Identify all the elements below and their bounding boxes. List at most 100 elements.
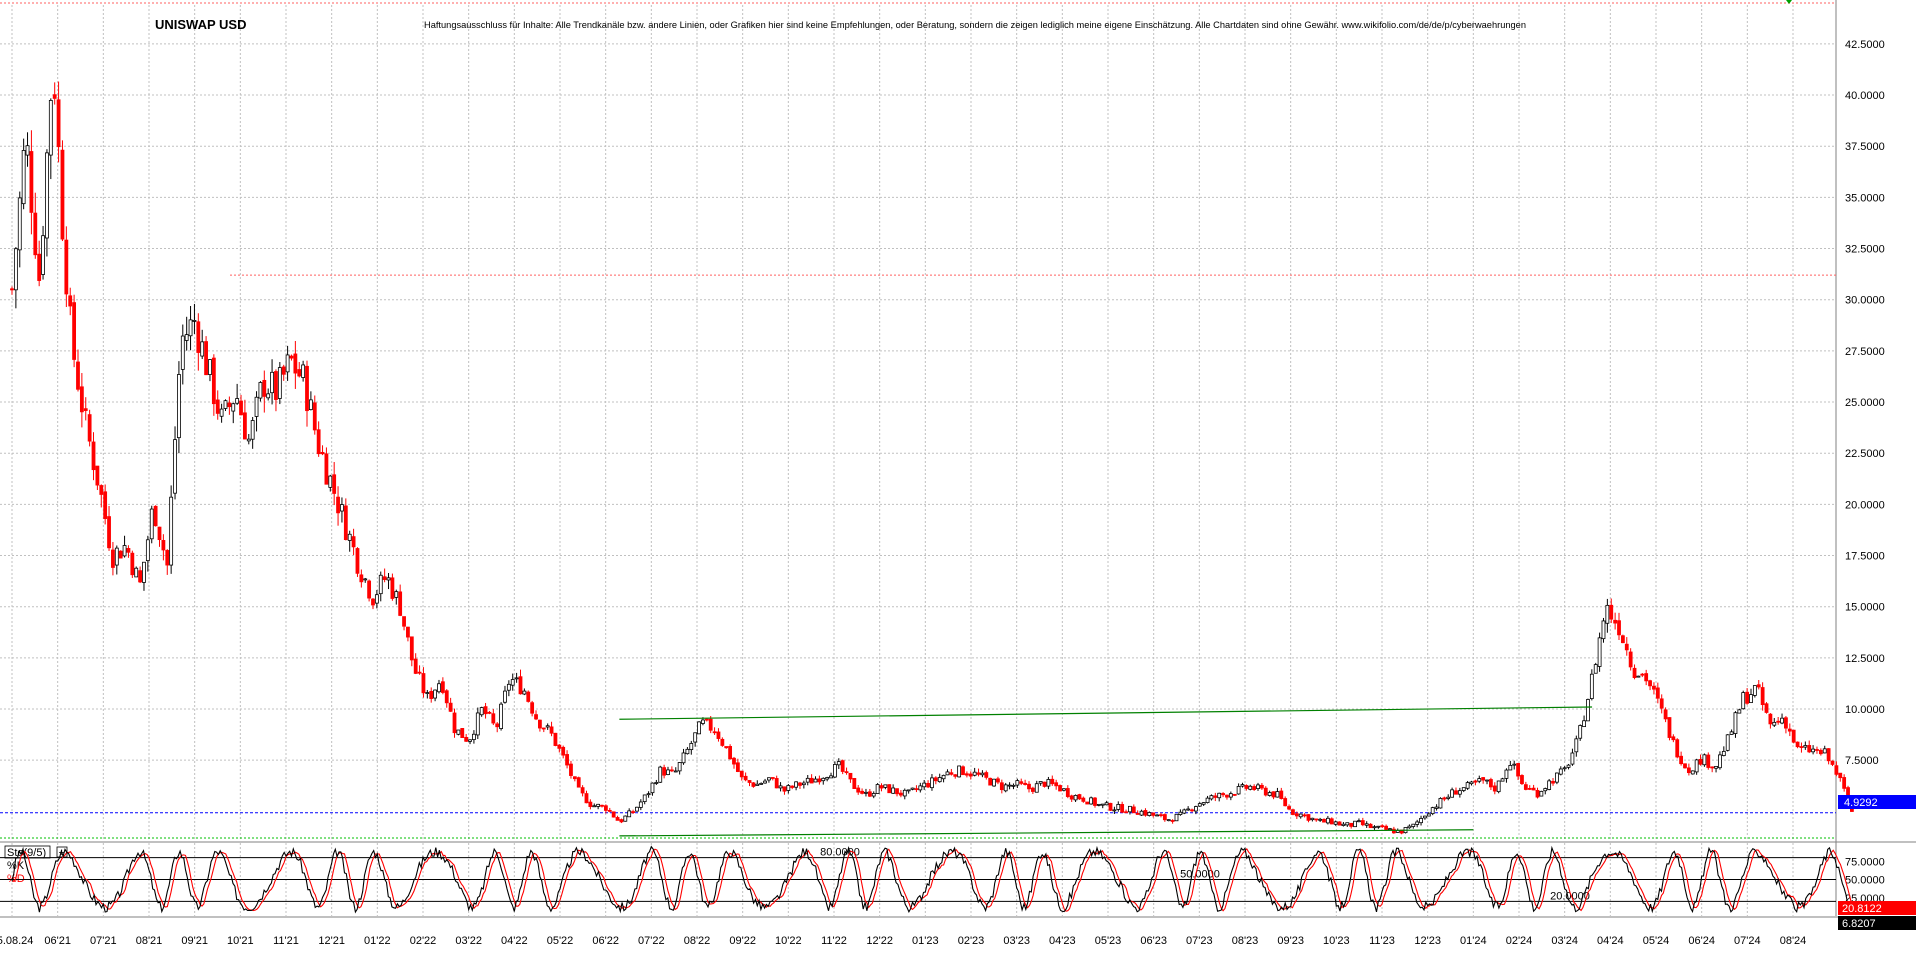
candle-body	[1795, 741, 1800, 748]
candle-body	[1555, 772, 1559, 783]
candle-body	[1380, 825, 1385, 828]
candle-body	[596, 803, 601, 807]
candle-body	[1225, 794, 1229, 798]
date-tick-label: 11'22	[821, 935, 847, 947]
candle-body	[1652, 685, 1656, 690]
candle-body	[452, 712, 457, 734]
candle-body	[1287, 806, 1291, 810]
candle-body	[1030, 787, 1035, 792]
candle-body	[635, 806, 639, 812]
candle-body	[386, 577, 391, 581]
candle-body	[37, 253, 42, 281]
candle-body	[464, 736, 469, 742]
date-tick-label: 11'21	[273, 935, 299, 947]
candle-body	[627, 810, 632, 818]
candle-body	[1248, 785, 1253, 790]
candle-body	[1838, 772, 1843, 779]
candle-body	[1283, 798, 1288, 807]
candle-body	[1729, 731, 1734, 735]
candle-body	[118, 550, 123, 559]
candle-body	[992, 778, 996, 787]
candle-body	[809, 777, 814, 784]
candle-body	[1073, 795, 1078, 801]
candle-body	[1174, 813, 1179, 822]
candle-body	[227, 402, 232, 408]
candle-body	[1663, 709, 1668, 720]
candle-body	[569, 763, 573, 776]
candle-body	[720, 738, 725, 746]
candle-body	[899, 792, 903, 796]
candle-body	[1089, 797, 1094, 805]
trend-channel	[619, 706, 1593, 837]
candle-body	[1582, 720, 1586, 728]
candle-body	[402, 616, 406, 627]
candle-body	[1139, 810, 1144, 816]
candle-body	[1772, 721, 1777, 726]
candle-body	[778, 785, 783, 789]
candle-body	[1442, 797, 1447, 800]
candle-body	[1201, 802, 1206, 805]
candle-body	[689, 743, 694, 751]
candle-body	[518, 676, 523, 695]
candle-body	[153, 505, 158, 527]
candle-body	[747, 780, 752, 783]
candle-body	[1815, 749, 1819, 751]
date-tick-label: 07'24	[1734, 935, 1761, 947]
candle-body	[697, 721, 701, 735]
candle-body	[72, 302, 77, 360]
candle-body	[281, 366, 286, 375]
candle-body	[1131, 806, 1136, 814]
candle-body	[1558, 768, 1563, 775]
candle-body	[41, 235, 45, 275]
candle-body	[503, 690, 507, 703]
candle-body	[1329, 818, 1334, 825]
candle-body	[1357, 820, 1361, 823]
candle-body	[557, 744, 562, 749]
candle-body	[1749, 694, 1753, 704]
candle-body	[615, 817, 620, 821]
candle-body	[681, 752, 686, 764]
candle-body	[1209, 795, 1214, 800]
candle-body	[246, 438, 251, 442]
candle-body	[289, 355, 294, 359]
candle-body	[732, 757, 736, 765]
candle-body	[1318, 818, 1323, 821]
candle-body	[1737, 709, 1742, 714]
candle-body	[638, 801, 643, 808]
candle-body	[631, 811, 635, 813]
candle-body	[1182, 809, 1187, 814]
date-tick-label: 12'21	[318, 935, 345, 947]
candle-body	[1155, 814, 1159, 817]
candle-body	[1601, 620, 1606, 640]
candle-body	[1034, 783, 1039, 793]
candle-body	[1104, 802, 1109, 806]
candlestick-series	[10, 81, 1854, 835]
candle-body	[114, 547, 119, 566]
candle-body	[1213, 795, 1218, 798]
candle-body	[1391, 828, 1396, 834]
candle-body	[817, 778, 822, 783]
candle-body	[530, 702, 535, 714]
candle-body	[623, 815, 628, 822]
candle-body	[433, 689, 438, 699]
candle-body	[1683, 763, 1687, 769]
candle-body	[17, 197, 22, 251]
scroll-arrow-icon[interactable]	[1786, 0, 1792, 4]
candle-body	[1551, 780, 1555, 784]
candle-body	[1306, 814, 1311, 821]
date-tick-label: 04'23	[1049, 935, 1076, 947]
candle-body	[324, 453, 329, 485]
candle-body	[1632, 667, 1637, 678]
date-tick-label: 08'22	[684, 935, 711, 947]
candle-body	[305, 365, 309, 412]
candle-body	[1423, 815, 1427, 819]
last-price-label: 4.9292	[1844, 797, 1878, 809]
candle-body	[1217, 792, 1222, 799]
candle-body	[1205, 797, 1210, 803]
candle-body	[468, 739, 472, 742]
candle-body	[95, 465, 100, 486]
date-tick-label: 10'23	[1323, 935, 1350, 947]
date-tick-label: 01'24	[1460, 935, 1487, 947]
candle-body	[1714, 765, 1718, 769]
candle-body	[739, 770, 744, 778]
